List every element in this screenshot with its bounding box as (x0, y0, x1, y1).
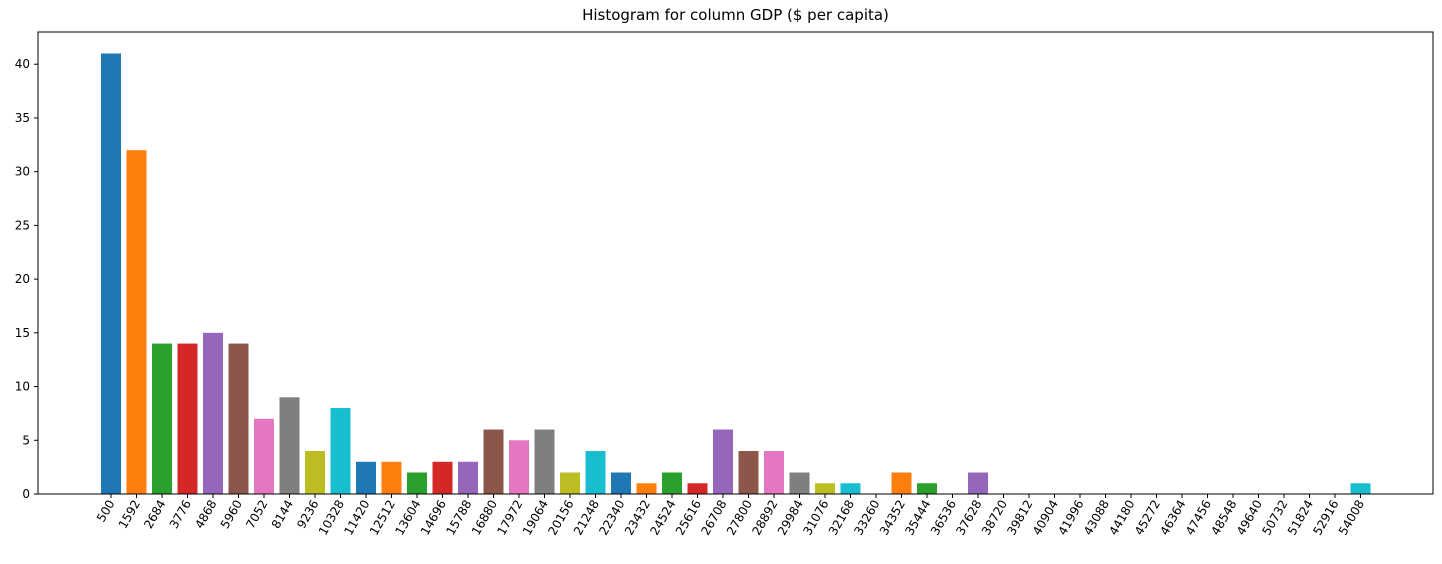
x-tick-label: 4868 (192, 498, 219, 531)
bar-26708 (713, 429, 733, 494)
bar-22340 (611, 472, 631, 494)
bar-16880 (483, 429, 504, 494)
bar-500 (101, 53, 121, 495)
x-tick-label: 54008 (1336, 498, 1367, 538)
bar-25616 (687, 483, 708, 494)
bar-27800 (738, 451, 759, 494)
bar-28892 (764, 451, 784, 494)
y-tick-label: 25 (15, 218, 30, 232)
bar-20156 (560, 472, 580, 494)
bar-8144 (279, 397, 300, 494)
bar-31076 (815, 483, 835, 494)
y-tick-label: 20 (15, 272, 30, 286)
y-tick-label: 30 (15, 165, 30, 179)
y-tick-label: 35 (15, 111, 30, 125)
bar-34352 (891, 472, 912, 494)
bar-17972 (509, 440, 529, 494)
bar-24524 (662, 472, 682, 494)
y-tick-label: 5 (22, 433, 30, 447)
x-tick-label: 8144 (269, 498, 296, 531)
bar-13604 (407, 472, 427, 494)
x-tick-label: 2684 (141, 498, 168, 531)
x-tick-label: 3776 (167, 498, 194, 531)
bar-29984 (789, 472, 810, 494)
bar-21248 (585, 451, 606, 494)
y-tick-label: 40 (15, 57, 30, 71)
plot-frame (37, 31, 1434, 495)
bar-37628 (968, 472, 988, 494)
bar-5960 (228, 343, 249, 494)
bar-54008 (1350, 483, 1371, 494)
bar-3776 (177, 343, 198, 494)
x-tick-label: 7052 (243, 498, 270, 531)
bar-9236 (305, 451, 325, 494)
bar-19064 (534, 429, 555, 494)
bar-32168 (840, 483, 861, 494)
bar-15788 (458, 461, 478, 494)
x-tick-label: 5960 (218, 498, 245, 531)
x-tick-label: 500 (94, 498, 118, 525)
bar-35444 (917, 483, 937, 494)
y-tick-label: 15 (15, 326, 30, 340)
chart-title: Histogram for column GDP ($ per capita) (582, 6, 889, 24)
bar-12512 (381, 461, 402, 494)
bar-11420 (356, 461, 376, 494)
bar-10328 (330, 408, 351, 494)
y-tick-label: 0 (22, 487, 30, 501)
bar-1592 (126, 150, 147, 494)
bar-23432 (636, 483, 657, 494)
bar-2684 (152, 343, 172, 494)
bar-4868 (203, 332, 223, 494)
bar-7052 (254, 418, 274, 494)
y-tick-label: 10 (15, 380, 30, 394)
x-tick-label: 1592 (116, 498, 143, 531)
bar-14696 (432, 461, 453, 494)
